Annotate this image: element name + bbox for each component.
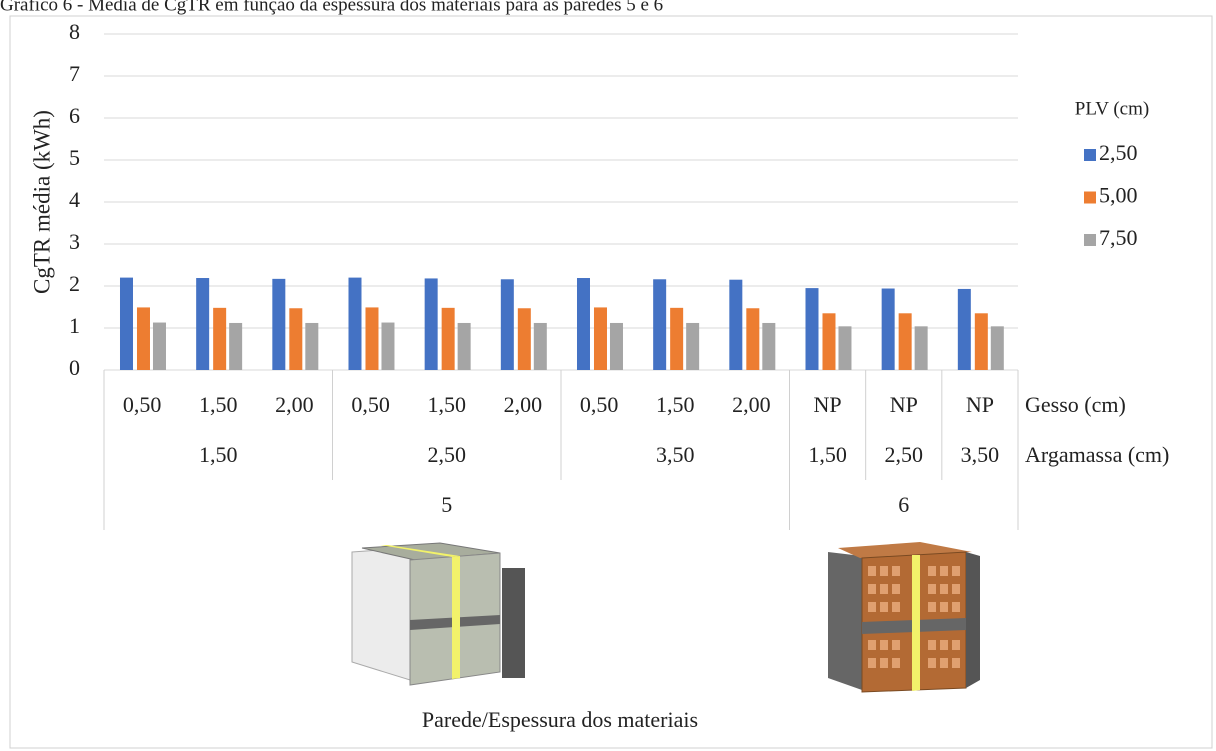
group-label: 3,50 [961, 442, 1000, 467]
bar [533, 322, 547, 370]
bar [381, 322, 395, 370]
x-axis-title: Parede/Espessura dos materiais [422, 707, 698, 732]
bar [729, 279, 743, 370]
x-tick-label: 0,50 [123, 392, 162, 417]
legend-swatch [1084, 191, 1096, 204]
bar [746, 308, 760, 370]
level-name: Argamassa (cm) [1025, 442, 1169, 467]
bar [576, 278, 590, 370]
bar [957, 288, 971, 370]
x-tick-label: NP [890, 392, 918, 417]
x-tick-label: 2,00 [504, 392, 543, 417]
bar [457, 322, 471, 370]
legend-label: 2,50 [1099, 140, 1138, 165]
x-tick-label: 1,50 [199, 392, 238, 417]
bar [213, 307, 227, 370]
x-tick-label: 1,50 [428, 392, 467, 417]
y-tick-label: 1 [69, 313, 80, 338]
wall-label: 5 [441, 492, 452, 517]
group-label: 1,50 [808, 442, 847, 467]
y-tick-label: 8 [69, 19, 80, 44]
bar [305, 322, 319, 370]
group-label: 2,50 [428, 442, 467, 467]
group-label: 3,50 [656, 442, 695, 467]
wall-5-illustration [351, 542, 525, 686]
bar [272, 278, 286, 370]
legend-label: 5,00 [1099, 183, 1138, 208]
bar [609, 322, 623, 370]
bar [822, 313, 836, 370]
x-tick-label: 0,50 [351, 392, 390, 417]
chart-title: Gráfico 6 - Média de CgTR em função da e… [0, 0, 663, 15]
x-tick-label: 0,50 [580, 392, 619, 417]
legend-swatch [1084, 149, 1096, 161]
bar [838, 326, 852, 370]
bar [686, 322, 700, 370]
y-tick-label: 7 [69, 61, 80, 86]
level-name: Gesso (cm) [1025, 392, 1126, 417]
x-tick-label: 1,50 [656, 392, 695, 417]
bar [500, 279, 514, 370]
bar [881, 288, 895, 370]
bar [152, 322, 166, 370]
group-label: 1,50 [199, 442, 238, 467]
y-tick-label: 2 [69, 271, 80, 296]
bar [365, 307, 379, 370]
y-tick-label: 0 [69, 355, 80, 380]
bar [229, 322, 243, 370]
y-tick-label: 5 [69, 145, 80, 170]
bar [441, 307, 455, 370]
group-label: 2,50 [885, 442, 924, 467]
bar [196, 278, 210, 370]
x-tick-label: NP [814, 392, 842, 417]
bar [914, 326, 928, 370]
bar [762, 322, 776, 370]
legend-swatch [1084, 234, 1096, 246]
legend-label: 7,50 [1099, 225, 1138, 250]
bar [653, 279, 667, 370]
bar [136, 307, 150, 370]
y-tick-label: 4 [69, 187, 80, 212]
chart-frame [9, 15, 1213, 749]
bar [670, 307, 684, 370]
bar [593, 307, 607, 370]
bar [974, 313, 988, 370]
bar [348, 277, 362, 370]
bar [990, 326, 1004, 370]
bar [119, 277, 133, 370]
y-tick-label: 3 [69, 229, 80, 254]
x-tick-label: 2,00 [732, 392, 771, 417]
bar [898, 313, 912, 370]
y-tick-label: 6 [69, 103, 80, 128]
x-tick-label: 2,00 [275, 392, 314, 417]
bar [805, 288, 819, 370]
bar [424, 278, 438, 370]
wall-label: 6 [898, 492, 909, 517]
legend-title: PLV (cm) [1075, 98, 1149, 119]
x-tick-label: NP [966, 392, 994, 417]
y-axis-title: CgTR média (kWh) [29, 110, 54, 294]
bar [517, 308, 531, 370]
bar [289, 308, 303, 370]
wall-6-illustration [828, 542, 980, 693]
